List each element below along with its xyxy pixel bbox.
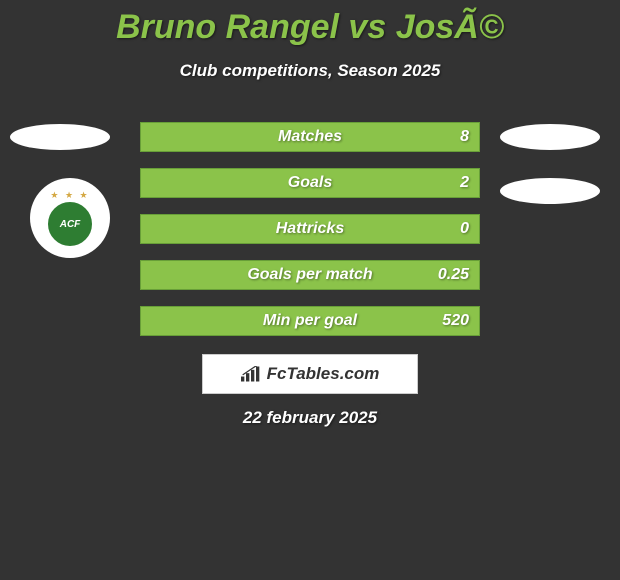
stat-label: Goals [288, 174, 332, 192]
player2-avatar-placeholder [500, 124, 600, 150]
stat-row: Min per goal 520 [140, 306, 480, 336]
badge-stars-icon: ★ ★ ★ [50, 190, 89, 201]
chart-icon [241, 366, 261, 382]
stat-value: 0 [460, 220, 469, 238]
stat-row: Hattricks 0 [140, 214, 480, 244]
badge-crest-text: ACF [60, 219, 81, 230]
badge-crest: ACF [48, 202, 92, 246]
player2-team-placeholder [500, 178, 600, 204]
footer-logo-text: FcTables.com [267, 364, 380, 384]
stat-label: Goals per match [247, 266, 372, 284]
stat-row: Goals 2 [140, 168, 480, 198]
stat-label: Min per goal [263, 312, 357, 330]
team-badge-inner: ★ ★ ★ ACF [42, 190, 98, 246]
team-badge: ★ ★ ★ ACF [30, 178, 110, 258]
stat-value: 8 [460, 128, 469, 146]
footer-logo: FcTables.com [202, 354, 418, 394]
stat-label: Matches [278, 128, 342, 146]
stat-row: Goals per match 0.25 [140, 260, 480, 290]
stats-table: Matches 8 Goals 2 Hattricks 0 Goals per … [140, 122, 480, 352]
stat-label: Hattricks [276, 220, 344, 238]
subtitle: Club competitions, Season 2025 [0, 61, 620, 81]
stat-value: 520 [442, 312, 469, 330]
stat-value: 2 [460, 174, 469, 192]
page-title: Bruno Rangel vs JosÃ© [0, 0, 620, 47]
stat-value: 0.25 [438, 266, 469, 284]
date-text: 22 february 2025 [0, 408, 620, 428]
player1-avatar-placeholder [10, 124, 110, 150]
stat-row: Matches 8 [140, 122, 480, 152]
